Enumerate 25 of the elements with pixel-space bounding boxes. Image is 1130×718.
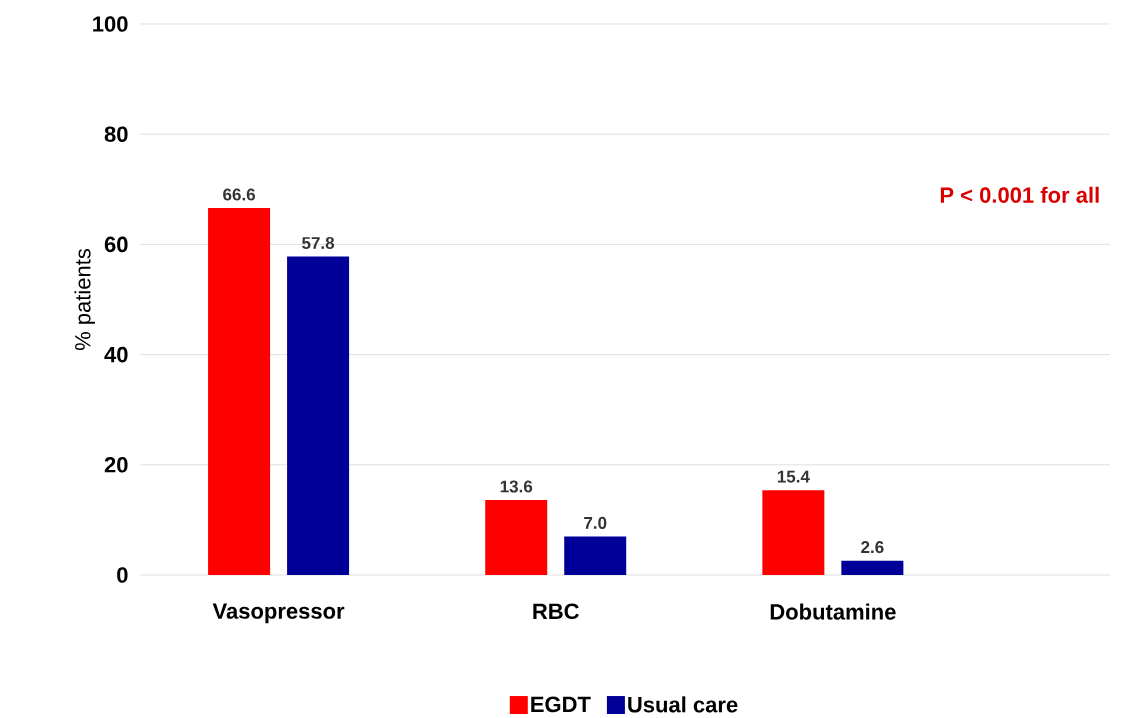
x-tick-label: Vasopressor (212, 603, 345, 624)
legend-label: EGDT (531, 696, 591, 713)
data-label: 13.6 (500, 480, 533, 493)
data-label: 15.4 (777, 470, 810, 483)
x-tick-label: Dobutamine (770, 603, 896, 620)
bar (287, 256, 350, 575)
y-tick-label: 60 (104, 236, 128, 253)
x-tick-label: RBC (533, 603, 579, 620)
y-tick-label: 40 (104, 346, 128, 363)
bar (208, 208, 271, 575)
bar (841, 560, 904, 575)
y-tick-label: 100 (93, 16, 128, 32)
bar (564, 536, 627, 575)
bar (485, 500, 548, 575)
annotation: P < 0.001 for all (940, 186, 1099, 203)
y-tick-label: 80 (104, 126, 128, 142)
y-axis-title: % patients (74, 248, 95, 351)
data-label: 66.6 (223, 188, 255, 201)
data-label: 2.6 (861, 541, 884, 554)
data-label: 57.8 (302, 236, 335, 249)
y-tick-label: 20 (104, 457, 128, 473)
bar (762, 490, 825, 575)
data-label: 7.0 (584, 516, 607, 529)
y-tick-label: 0 (117, 567, 128, 583)
legend-label: Usual care (628, 696, 738, 713)
